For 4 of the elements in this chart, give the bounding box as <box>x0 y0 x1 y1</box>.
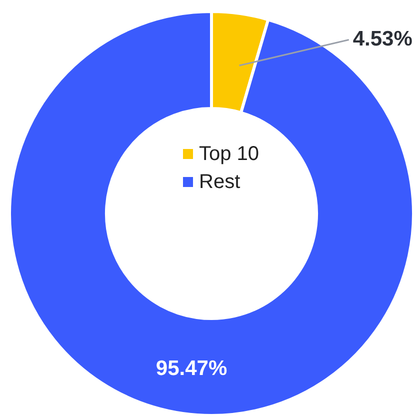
slice-label: Rest <box>199 170 240 195</box>
data-label: 95.47% <box>156 356 228 380</box>
data-label: 4.53% <box>352 28 413 51</box>
legend-label: Top 10 <box>199 142 260 167</box>
